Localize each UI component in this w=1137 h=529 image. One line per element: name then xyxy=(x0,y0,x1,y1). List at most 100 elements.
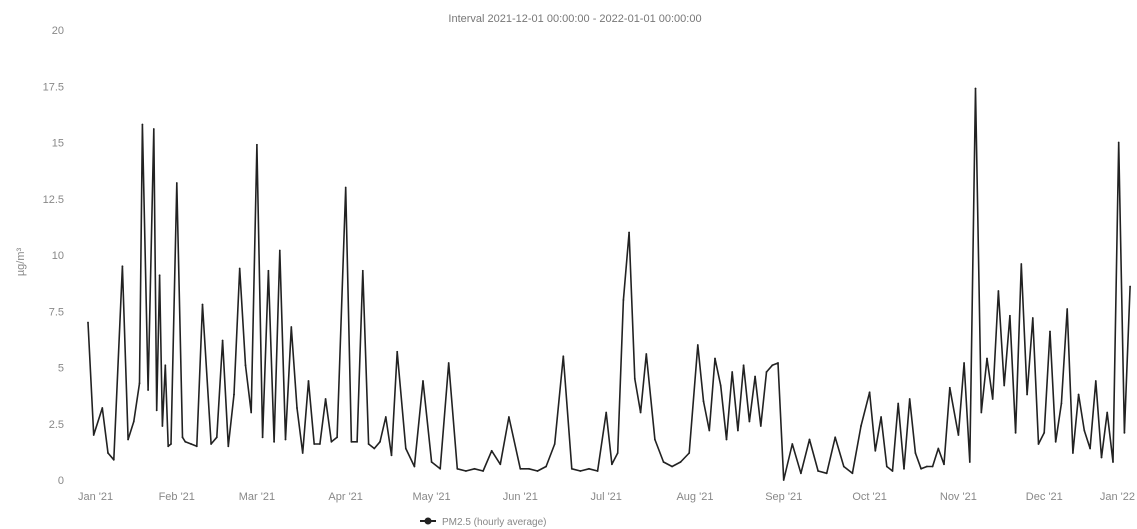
data-point[interactable] xyxy=(499,463,502,466)
data-point[interactable] xyxy=(164,364,167,367)
data-point[interactable] xyxy=(155,409,158,412)
data-point[interactable] xyxy=(490,449,493,452)
data-point[interactable] xyxy=(195,445,198,448)
data-point[interactable] xyxy=(87,321,89,324)
data-point[interactable] xyxy=(891,470,894,472)
data-point[interactable] xyxy=(639,411,642,414)
data-point[interactable] xyxy=(702,400,705,403)
data-point[interactable] xyxy=(1094,380,1097,382)
data-point[interactable] xyxy=(361,269,364,272)
data-point[interactable] xyxy=(825,472,828,475)
data-point[interactable] xyxy=(957,434,960,436)
data-point[interactable] xyxy=(473,467,476,470)
data-point[interactable] xyxy=(1014,431,1017,434)
data-point[interactable] xyxy=(719,384,722,387)
data-point[interactable] xyxy=(903,467,905,470)
data-point[interactable] xyxy=(384,416,387,418)
data-point[interactable] xyxy=(885,465,888,468)
data-point[interactable] xyxy=(897,402,900,405)
data-point[interactable] xyxy=(980,411,983,414)
data-point[interactable] xyxy=(210,443,213,445)
data-point[interactable] xyxy=(596,470,599,472)
data-point[interactable] xyxy=(931,465,934,468)
data-point[interactable] xyxy=(611,463,613,466)
data-point[interactable] xyxy=(1049,330,1051,333)
data-point[interactable] xyxy=(250,411,253,414)
data-point[interactable] xyxy=(725,438,728,441)
data-point[interactable] xyxy=(834,436,837,439)
data-point[interactable] xyxy=(765,371,768,373)
data-point[interactable] xyxy=(791,443,794,445)
data-point[interactable] xyxy=(570,467,573,470)
data-point[interactable] xyxy=(1100,456,1103,459)
series-line[interactable] xyxy=(87,87,1131,481)
data-point[interactable] xyxy=(963,362,965,364)
data-point[interactable] xyxy=(170,443,172,445)
data-point[interactable] xyxy=(654,438,656,441)
data-point[interactable] xyxy=(968,461,971,463)
data-point[interactable] xyxy=(350,440,353,443)
data-point[interactable] xyxy=(107,452,109,454)
data-point[interactable] xyxy=(456,467,459,470)
data-point[interactable] xyxy=(273,440,275,443)
data-point[interactable] xyxy=(284,438,287,441)
data-point[interactable] xyxy=(181,436,184,439)
data-point[interactable] xyxy=(714,357,716,360)
data-point[interactable] xyxy=(1043,431,1046,434)
data-point[interactable] xyxy=(313,443,316,445)
data-point[interactable] xyxy=(267,269,270,272)
data-point[interactable] xyxy=(782,479,785,481)
data-point[interactable] xyxy=(447,362,450,364)
data-point[interactable] xyxy=(553,443,556,445)
data-point[interactable] xyxy=(1117,141,1120,144)
data-point[interactable] xyxy=(742,364,745,367)
data-point[interactable] xyxy=(731,371,734,373)
data-point[interactable] xyxy=(1083,429,1086,432)
data-point[interactable] xyxy=(991,398,994,400)
data-point[interactable] xyxy=(324,398,327,400)
data-point[interactable] xyxy=(1020,263,1023,265)
data-point[interactable] xyxy=(633,377,636,380)
data-point[interactable] xyxy=(465,470,467,472)
data-point[interactable] xyxy=(671,465,673,468)
data-point[interactable] xyxy=(238,267,241,270)
data-point[interactable] xyxy=(536,470,539,472)
data-point[interactable] xyxy=(373,447,376,450)
data-point[interactable] xyxy=(319,443,321,445)
data-point[interactable] xyxy=(605,411,608,414)
data-point[interactable] xyxy=(190,443,193,445)
data-point[interactable] xyxy=(482,470,484,472)
data-point[interactable] xyxy=(256,143,258,146)
data-point[interactable] xyxy=(926,465,928,468)
data-point[interactable] xyxy=(1123,431,1126,434)
legend-label[interactable]: PM2.5 (hourly average) xyxy=(442,517,547,528)
data-point[interactable] xyxy=(817,470,819,472)
data-point[interactable] xyxy=(777,362,779,364)
data-point[interactable] xyxy=(215,436,218,439)
data-point[interactable] xyxy=(301,452,304,454)
data-point[interactable] xyxy=(800,472,802,475)
data-point[interactable] xyxy=(616,452,619,454)
data-point[interactable] xyxy=(562,355,565,358)
data-point[interactable] xyxy=(132,420,135,423)
data-point[interactable] xyxy=(579,470,582,472)
data-point[interactable] xyxy=(367,443,370,445)
data-point[interactable] xyxy=(221,339,224,342)
data-point[interactable] xyxy=(356,440,358,443)
data-point[interactable] xyxy=(101,407,104,409)
data-point[interactable] xyxy=(439,467,442,470)
data-point[interactable] xyxy=(1066,308,1069,310)
data-point[interactable] xyxy=(628,231,630,234)
data-point[interactable] xyxy=(759,425,762,427)
data-point[interactable] xyxy=(379,440,381,443)
data-point[interactable] xyxy=(545,465,547,468)
data-point[interactable] xyxy=(296,407,298,409)
data-point[interactable] xyxy=(422,380,424,382)
data-point[interactable] xyxy=(404,447,407,450)
data-point[interactable] xyxy=(688,452,691,454)
legend[interactable]: PM2.5 (hourly average) xyxy=(420,517,547,528)
data-point[interactable] xyxy=(754,375,756,378)
data-point[interactable] xyxy=(986,357,988,360)
data-point[interactable] xyxy=(307,380,310,382)
data-point[interactable] xyxy=(508,416,510,418)
